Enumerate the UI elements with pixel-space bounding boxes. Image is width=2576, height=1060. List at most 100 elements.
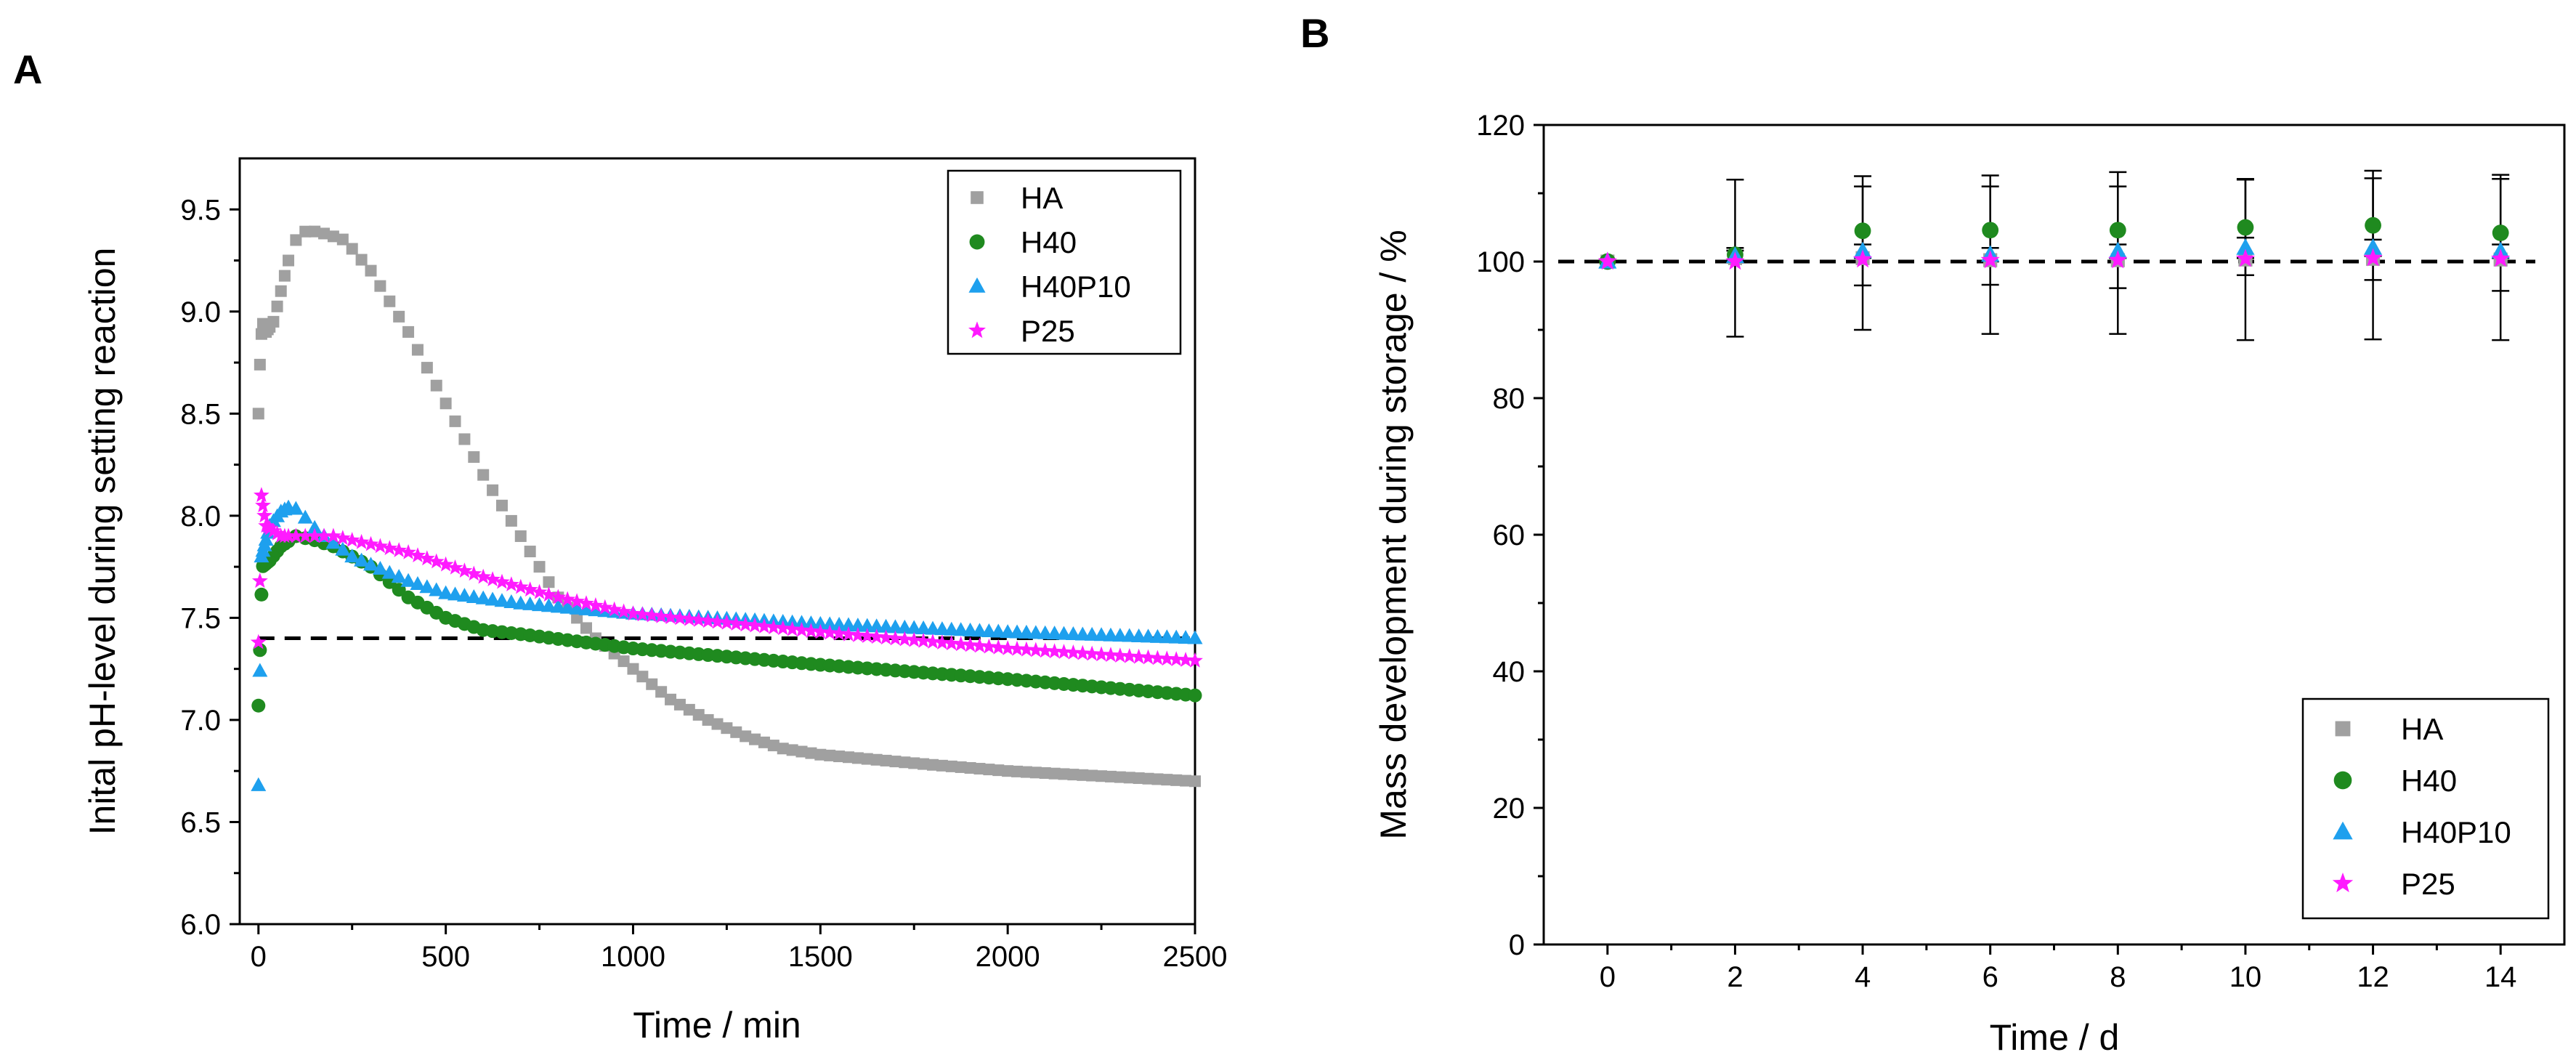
data-point-p25 (334, 530, 351, 546)
data-point-h40p10 (494, 593, 510, 607)
x-tick-label: 500 (421, 941, 470, 973)
data-point-h40p10 (503, 594, 519, 608)
data-point-ha (1058, 768, 1070, 780)
data-point-ha (740, 730, 752, 743)
data-point-h40p10 (532, 597, 548, 612)
data-point-h40p10 (252, 663, 268, 677)
data-point-p25 (1065, 644, 1082, 660)
data-point-p25 (1725, 251, 1745, 270)
data-point-ha (411, 344, 424, 356)
data-point-h40p10 (887, 619, 903, 634)
data-point-p25 (1084, 645, 1101, 661)
data-point-p25 (288, 527, 304, 543)
data-point-h40p10 (251, 777, 267, 791)
data-point-ha (1011, 765, 1024, 777)
data-point-p25 (756, 618, 772, 634)
data-point-p25 (606, 601, 623, 617)
data-point-ha (927, 758, 939, 771)
data-point-p25 (663, 609, 679, 625)
data-point-p25 (1027, 642, 1044, 658)
data-point-p25 (344, 532, 360, 547)
data-point-h40p10 (1009, 624, 1025, 639)
data-point-p25 (391, 542, 408, 557)
data-point-h40p10 (794, 615, 810, 629)
data-point-h40p10 (485, 591, 501, 606)
data-point-ha (477, 469, 490, 481)
data-point-p25 (1149, 650, 1166, 665)
data-point-ha (283, 254, 295, 267)
data-point-ha (299, 225, 312, 238)
y-tick-label: 80 (1493, 383, 1526, 415)
data-point-h40p10 (822, 616, 838, 631)
data-point-p25 (700, 612, 716, 628)
data-point-p25 (822, 624, 838, 640)
x-tick-label: 6 (1982, 961, 1998, 993)
data-point-p25 (251, 573, 268, 588)
data-point-h40p10 (400, 573, 416, 587)
data-point-ha (964, 761, 976, 774)
data-point-ha (1123, 772, 1135, 784)
data-point-ha (514, 530, 527, 542)
data-point-h40p10 (2236, 238, 2255, 255)
data-point-p25 (437, 556, 454, 572)
data-point-h40p10 (1112, 628, 1128, 642)
data-point-p25 (1000, 640, 1016, 655)
data-point-p25 (512, 578, 529, 594)
data-point-p25 (1980, 250, 2000, 269)
data-point-h40 (1854, 222, 1871, 240)
data-point-h40p10 (1159, 629, 1175, 644)
data-point-p25 (2491, 248, 2511, 267)
panel-b-letter: B (1300, 10, 1329, 56)
data-point-h40p10 (475, 590, 491, 604)
data-point-ha (384, 295, 396, 307)
data-point-p25 (559, 591, 576, 607)
markers-p25 (1597, 248, 2511, 270)
legend-marker-ha (971, 191, 984, 204)
data-point-p25 (1121, 648, 1138, 663)
x-tick-label: 2 (1727, 961, 1743, 993)
data-point-ha (327, 230, 339, 243)
data-point-p25 (681, 610, 697, 626)
data-point-h40 (1982, 222, 1999, 239)
data-point-h40p10 (1084, 626, 1100, 641)
data-point-ha (805, 747, 817, 759)
data-point-h40p10 (1018, 624, 1034, 639)
data-point-ha (983, 764, 995, 776)
data-point-p25 (269, 525, 285, 541)
data-point-h40p10 (1178, 630, 1194, 644)
data-point-p25 (906, 631, 923, 647)
data-point-ha (721, 722, 733, 735)
legend-label-p25: P25 (2401, 867, 2455, 901)
data-point-h40p10 (540, 598, 556, 612)
data-point-ha (393, 310, 405, 323)
data-point-p25 (1103, 647, 1119, 663)
data-point-ha (655, 686, 668, 698)
data-point-h40 (254, 587, 269, 602)
data-point-ha (1189, 775, 1201, 788)
data-point-h40p10 (258, 532, 274, 546)
data-point-ha (692, 708, 705, 721)
y-tick-label: 8.0 (180, 501, 221, 533)
data-point-ha (627, 663, 639, 675)
data-point-p25 (372, 538, 389, 554)
data-point-h40p10 (362, 557, 378, 571)
data-point-p25 (1168, 651, 1185, 666)
data-point-ha (749, 733, 761, 745)
data-point-p25 (1140, 649, 1157, 665)
data-point-ha (899, 756, 911, 769)
data-point-p25 (410, 547, 426, 562)
data-point-ha (309, 225, 321, 238)
data-point-ha (851, 752, 864, 764)
x-tick-label: 12 (2357, 961, 2389, 993)
data-point-ha (1104, 770, 1117, 782)
data-point-ha (908, 757, 920, 769)
data-point-ha (580, 622, 593, 634)
data-point-p25 (1130, 648, 1147, 664)
data-point-ha (543, 576, 555, 588)
data-point-h40p10 (1028, 625, 1044, 639)
data-point-h40p10 (513, 595, 529, 610)
data-point-p25 (831, 625, 847, 641)
data-point-p25 (1074, 644, 1091, 660)
data-point-ha (646, 678, 658, 690)
y-tick-label: 9.0 (180, 296, 221, 328)
